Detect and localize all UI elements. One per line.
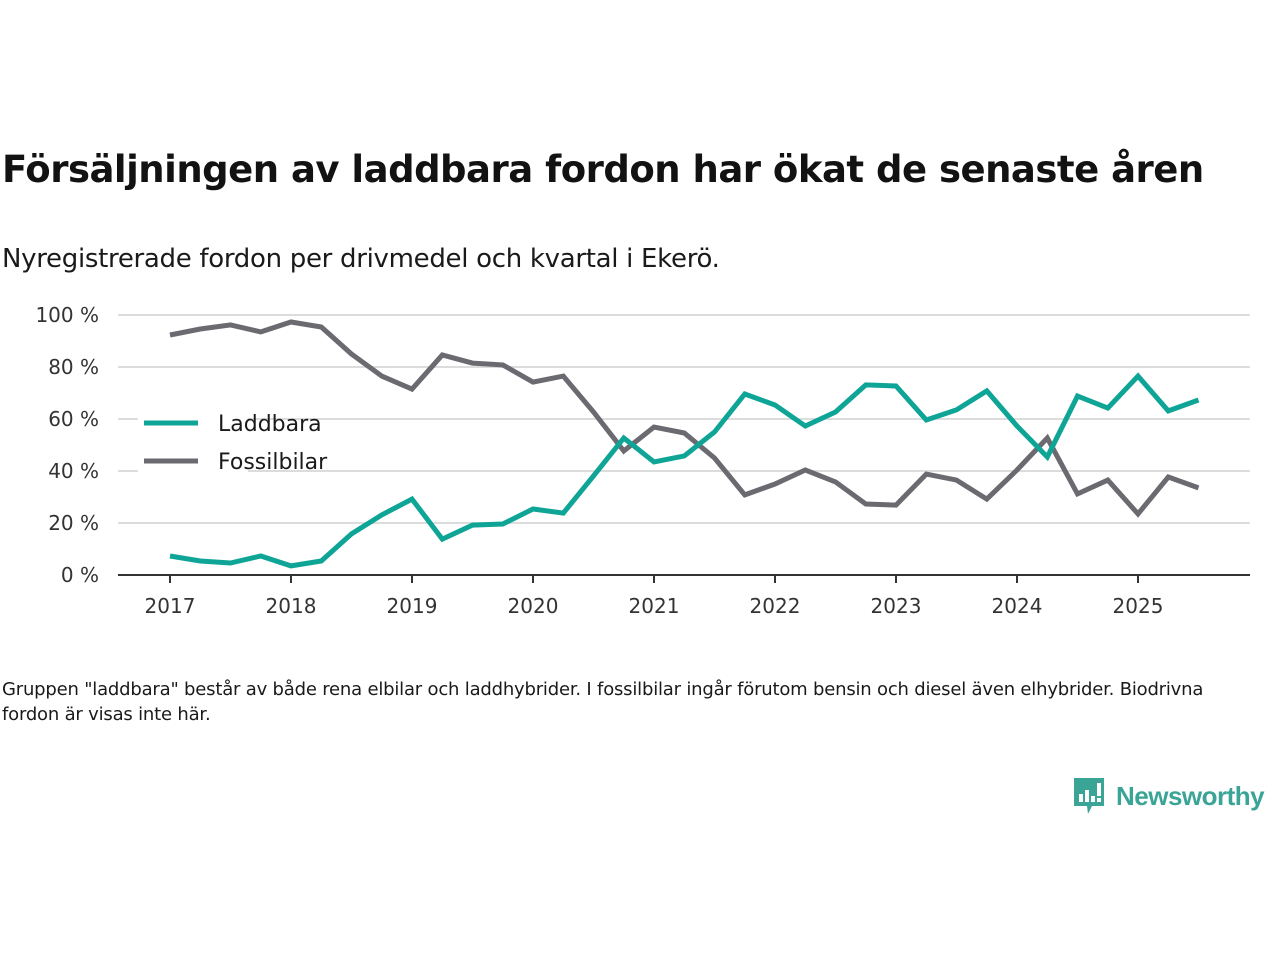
gridlines: [118, 314, 1250, 524]
newsworthy-logo-icon: [1074, 778, 1104, 814]
x-tick-label: 2018: [266, 594, 317, 618]
y-tick-label: 100 %: [35, 303, 99, 327]
x-tick-label: 2025: [1113, 594, 1164, 618]
newsworthy-logo[interactable]: Newsworthy: [1072, 776, 1265, 816]
series-line-fossilbilar: [169, 319, 1200, 518]
x-tick-label: 2023: [871, 594, 922, 618]
series-line-laddbara: [169, 372, 1200, 569]
y-tick-label: 0 %: [61, 563, 99, 587]
legend-label: Fossilbilar: [218, 450, 328, 475]
x-axis: 2017 2018 2019 2020 2021 2022 2023 2024 2025: [118, 574, 1250, 618]
legend-label: Laddbara: [218, 412, 322, 437]
series-lines: [169, 319, 1200, 569]
chart-title: Försäljningen av laddbara fordon har öka…: [2, 148, 1204, 191]
chart-subtitle: Nyregistrerade fordon per drivmedel och …: [2, 244, 720, 274]
y-axis: 0 % 20 % 40 % 60 % 80 % 100 %: [35, 303, 99, 587]
footnote: Gruppen "laddbara" består av både rena e…: [2, 679, 1204, 725]
y-tick-label: 40 %: [48, 459, 99, 483]
y-tick-label: 80 %: [48, 355, 99, 379]
x-tick-label: 2022: [750, 594, 801, 618]
x-tick-label: 2020: [508, 594, 559, 618]
legend: Laddbara Fossilbilar: [138, 398, 328, 476]
y-tick-label: 60 %: [48, 407, 99, 431]
x-tick-label: 2017: [145, 594, 196, 618]
x-tick-label: 2019: [387, 594, 438, 618]
brand-name: Newsworthy: [1116, 780, 1265, 811]
line-chart: 0 % 20 % 40 % 60 % 80 % 100 % 2017 2018 2019 202…: [35, 303, 1250, 618]
x-tick-label: 2021: [629, 594, 680, 618]
y-tick-label: 20 %: [48, 511, 99, 535]
x-tick-label: 2024: [992, 594, 1043, 618]
